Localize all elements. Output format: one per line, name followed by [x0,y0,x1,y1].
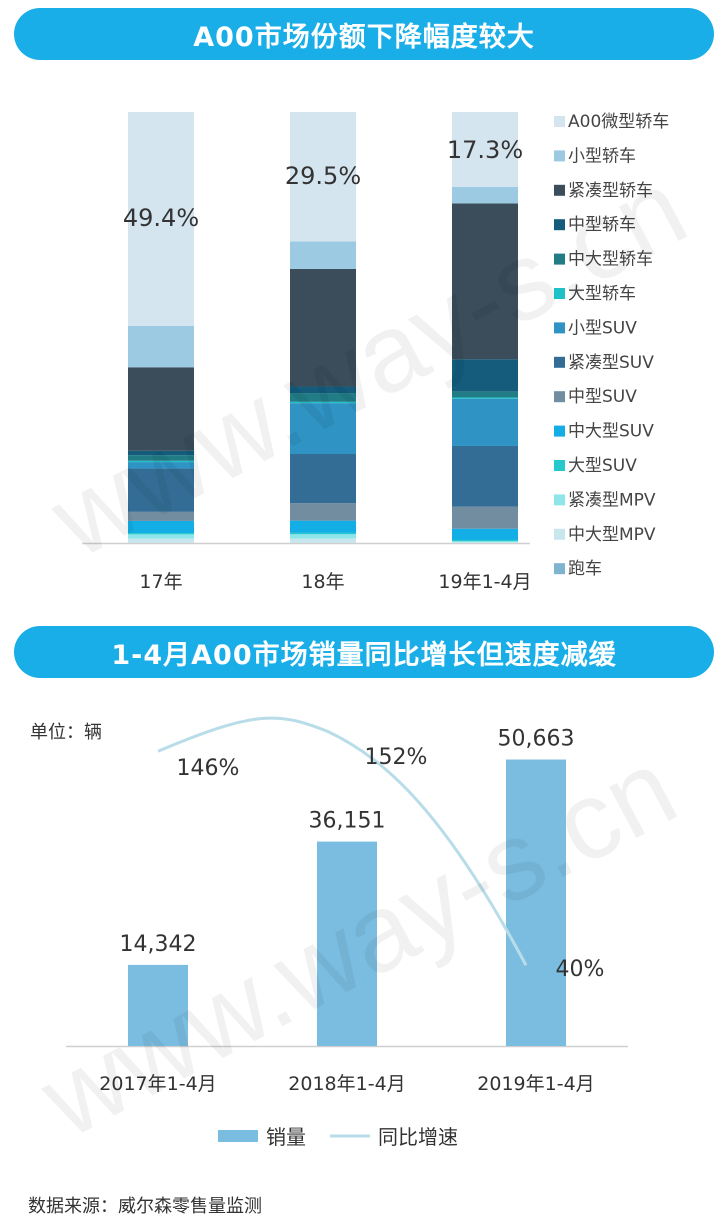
chart2-x-tick-label: 2017年1-4月 [99,1073,216,1095]
legend-label: 小型SUV [568,318,637,338]
chart1-x-tick-label: 18年 [301,571,344,593]
bar-segment [128,462,194,469]
bar-segment [452,541,518,543]
bar-segment [452,506,518,529]
sales-data-label: 14,342 [120,932,197,957]
legend-label: 跑车 [568,559,602,579]
bar-segment [452,398,518,446]
bar-segment [290,534,356,539]
bar-segment [128,468,194,512]
growth-data-label: 146% [177,756,240,781]
chart1-x-tick-label: 17年 [139,571,182,593]
bar-segment [452,528,518,540]
legend-swatch [554,219,565,231]
bar-segment [128,538,194,543]
data-source: 数据来源：威尔森零售量监测 [28,1196,262,1217]
chart1-title: A00市场份额下降幅度较大 [14,8,714,60]
chart1-data-label: 49.4% [123,204,199,232]
legend-swatch [554,184,565,196]
legend-label: 大型SUV [568,456,637,476]
bar-segment [128,460,194,463]
legend-swatch [554,288,565,299]
bar-segment [290,393,356,402]
bar-segment [290,268,356,387]
growth-data-label: 40% [556,957,605,982]
chart2-unit-label: 单位：辆 [30,722,102,743]
bar-segment [128,112,194,326]
bar-segment [128,511,194,521]
legend-label: 中型轿车 [568,215,636,235]
legend-swatch [554,253,565,265]
chart1-x-tick-label: 19年1-4月 [438,571,531,593]
growth-data-label: 152% [365,745,428,770]
bar-segment [290,538,356,543]
bar-segment [290,403,356,454]
bar-segment [128,367,194,451]
legend-swatch [554,150,565,162]
legend-label: 中型SUV [568,387,637,407]
bar-segment [452,391,518,398]
bar-segment [452,186,518,204]
bar-segment [290,386,356,394]
legend-swatch [554,322,565,334]
legend-swatch [554,563,565,575]
legend-label: 小型轿车 [568,146,636,166]
sales-bar [506,759,566,1046]
legend-swatch [554,425,565,437]
chart1-data-label: 29.5% [285,162,361,190]
bar-segment [452,359,518,392]
bar-segment [452,203,518,360]
legend-label: 大型轿车 [568,284,636,304]
bar-segment [128,533,194,535]
sales-data-label: 36,151 [309,809,386,834]
sales-data-label: 50,663 [498,727,575,752]
bar-segment [452,397,518,399]
legend-label: A00微型轿车 [568,112,669,132]
legend-swatch [554,460,565,471]
legend-swatch [554,528,565,540]
legend-swatch [554,116,565,127]
bar-segment [128,520,194,534]
bar-segment [128,455,194,461]
bar-segment [128,534,194,539]
legend-label: 中大型MPV [568,525,656,545]
legend-label: 紧凑型SUV [568,353,654,373]
growth-line [157,716,528,966]
bar-segment [290,520,356,533]
chart2-x-tick-label: 2018年1-4月 [288,1073,405,1095]
bar-segment [290,532,356,535]
legend-label: 中大型SUV [568,422,654,442]
sales-bar [317,841,377,1046]
bar-segment [128,325,194,368]
legend-swatch-sales [218,1130,258,1142]
bar-segment [290,241,356,269]
legend-label: 紧凑型轿车 [568,181,653,201]
chart2-title: 1-4月A00市场销量同比增长但速度减缓 [14,626,714,678]
legend-label: 中大型轿车 [568,250,653,270]
legend-label: 紧凑型MPV [568,490,656,510]
legend-swatch [554,391,565,403]
bar-segment [290,503,356,521]
bar-segment [290,401,356,404]
bar-segment [452,542,518,543]
legend-swatch [554,494,565,506]
sales-bar [128,964,188,1046]
chart1-data-label: 17.3% [447,136,523,164]
bar-segment [290,453,356,504]
chart2-x-tick-label: 2019年1-4月 [477,1073,594,1095]
bar-segment [452,112,518,187]
legend-label-sales: 销量 [266,1125,306,1149]
legend-label-growth: 同比增速 [378,1125,458,1149]
bar-segment [290,112,356,242]
bar-segment [128,450,194,456]
legend-swatch [554,356,565,368]
bar-segment [452,445,518,507]
bar-segment [452,539,518,542]
